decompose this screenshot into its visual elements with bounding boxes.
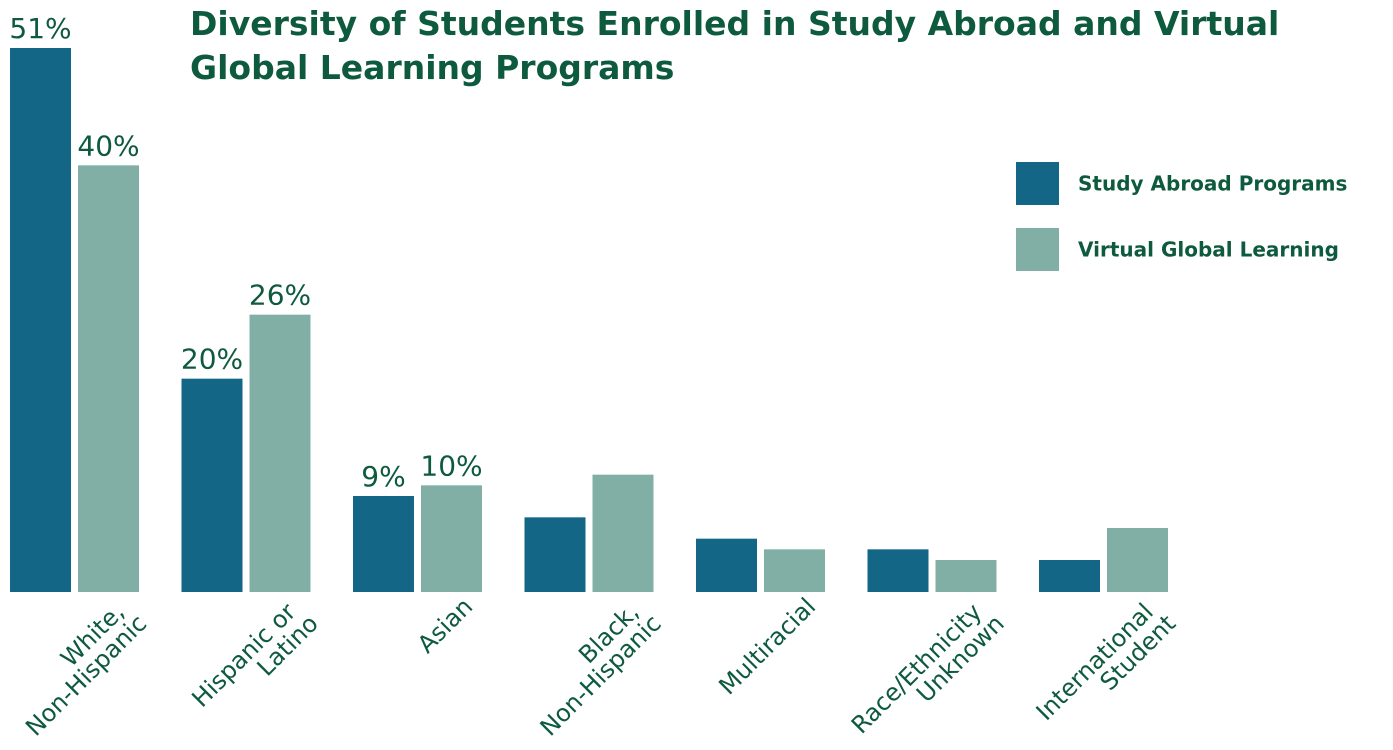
data-label: 40% <box>77 129 139 162</box>
bar <box>1039 560 1100 592</box>
bar <box>935 560 997 592</box>
data-label: 26% <box>249 279 311 312</box>
bar <box>764 549 825 592</box>
bar <box>421 485 482 592</box>
chart-title: Diversity of Students Enrolled in Study … <box>190 4 1280 87</box>
bar <box>78 165 139 593</box>
bar <box>181 378 243 592</box>
bar <box>10 48 71 592</box>
data-label: 51% <box>9 12 71 45</box>
x-tick-label: Multiracial <box>713 592 821 700</box>
bar <box>867 549 929 592</box>
x-tick-label: Race/Ethnicity Unknown <box>846 592 1010 750</box>
data-label: 9% <box>361 460 405 493</box>
bar <box>524 517 586 592</box>
x-tick-label: Asian <box>412 592 478 658</box>
legend-swatch <box>1016 228 1059 271</box>
bar <box>249 314 311 592</box>
x-tick-label: Black, Non-Hispanic <box>518 592 667 741</box>
bar <box>1107 528 1168 592</box>
legend-label: Virtual Global Learning <box>1078 238 1339 262</box>
bar <box>353 496 414 592</box>
legend-swatch <box>1016 162 1059 205</box>
legend-label: Study Abroad Programs <box>1078 172 1347 196</box>
x-tick-label: Hispanic or Latino <box>187 592 324 729</box>
bar <box>592 474 654 592</box>
x-tick-label: International Student <box>1031 592 1181 742</box>
data-label: 20% <box>181 343 243 376</box>
bar <box>696 538 757 592</box>
data-label: 10% <box>420 449 482 482</box>
x-tick-label: White, Non-Hispanic <box>3 592 152 741</box>
